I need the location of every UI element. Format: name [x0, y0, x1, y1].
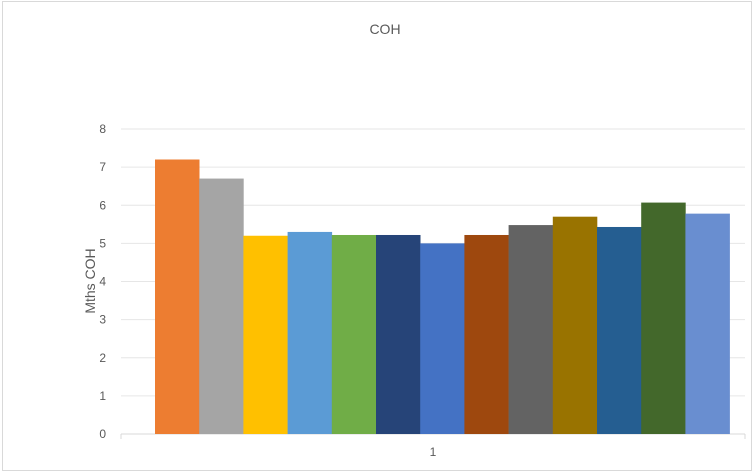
bar [420, 243, 465, 434]
y-tick-label: 4 [99, 275, 106, 289]
y-tick-label: 7 [99, 160, 106, 174]
bar [199, 178, 244, 434]
chart-title: COH [369, 21, 400, 37]
x-tick-labels: 1 [430, 445, 437, 459]
bar [685, 213, 730, 434]
bar [287, 231, 333, 434]
y-tick-label: 6 [99, 198, 106, 212]
bar-chart: COH 0 1 2 3 4 5 6 7 8 1 Mths COH [82, 21, 746, 459]
y-tick-label: 3 [99, 313, 106, 327]
bar [331, 234, 377, 434]
bars [155, 159, 730, 434]
y-tick-label: 1 [99, 389, 106, 403]
bar [155, 159, 200, 434]
y-tick-label: 5 [99, 236, 106, 250]
y-tick-label: 8 [99, 122, 106, 136]
bar [464, 234, 509, 434]
y-tick-label: 0 [99, 427, 106, 441]
y-tick-labels: 0 1 2 3 4 5 6 7 8 [99, 122, 106, 441]
y-tick-label: 2 [99, 351, 106, 365]
bar [552, 216, 598, 434]
bar [641, 202, 686, 434]
x-tick-label: 1 [430, 445, 437, 459]
y-axis-title: Mths COH [82, 248, 98, 313]
bar [376, 234, 421, 434]
bar [597, 226, 642, 434]
bar [508, 225, 554, 434]
bar [243, 235, 288, 434]
